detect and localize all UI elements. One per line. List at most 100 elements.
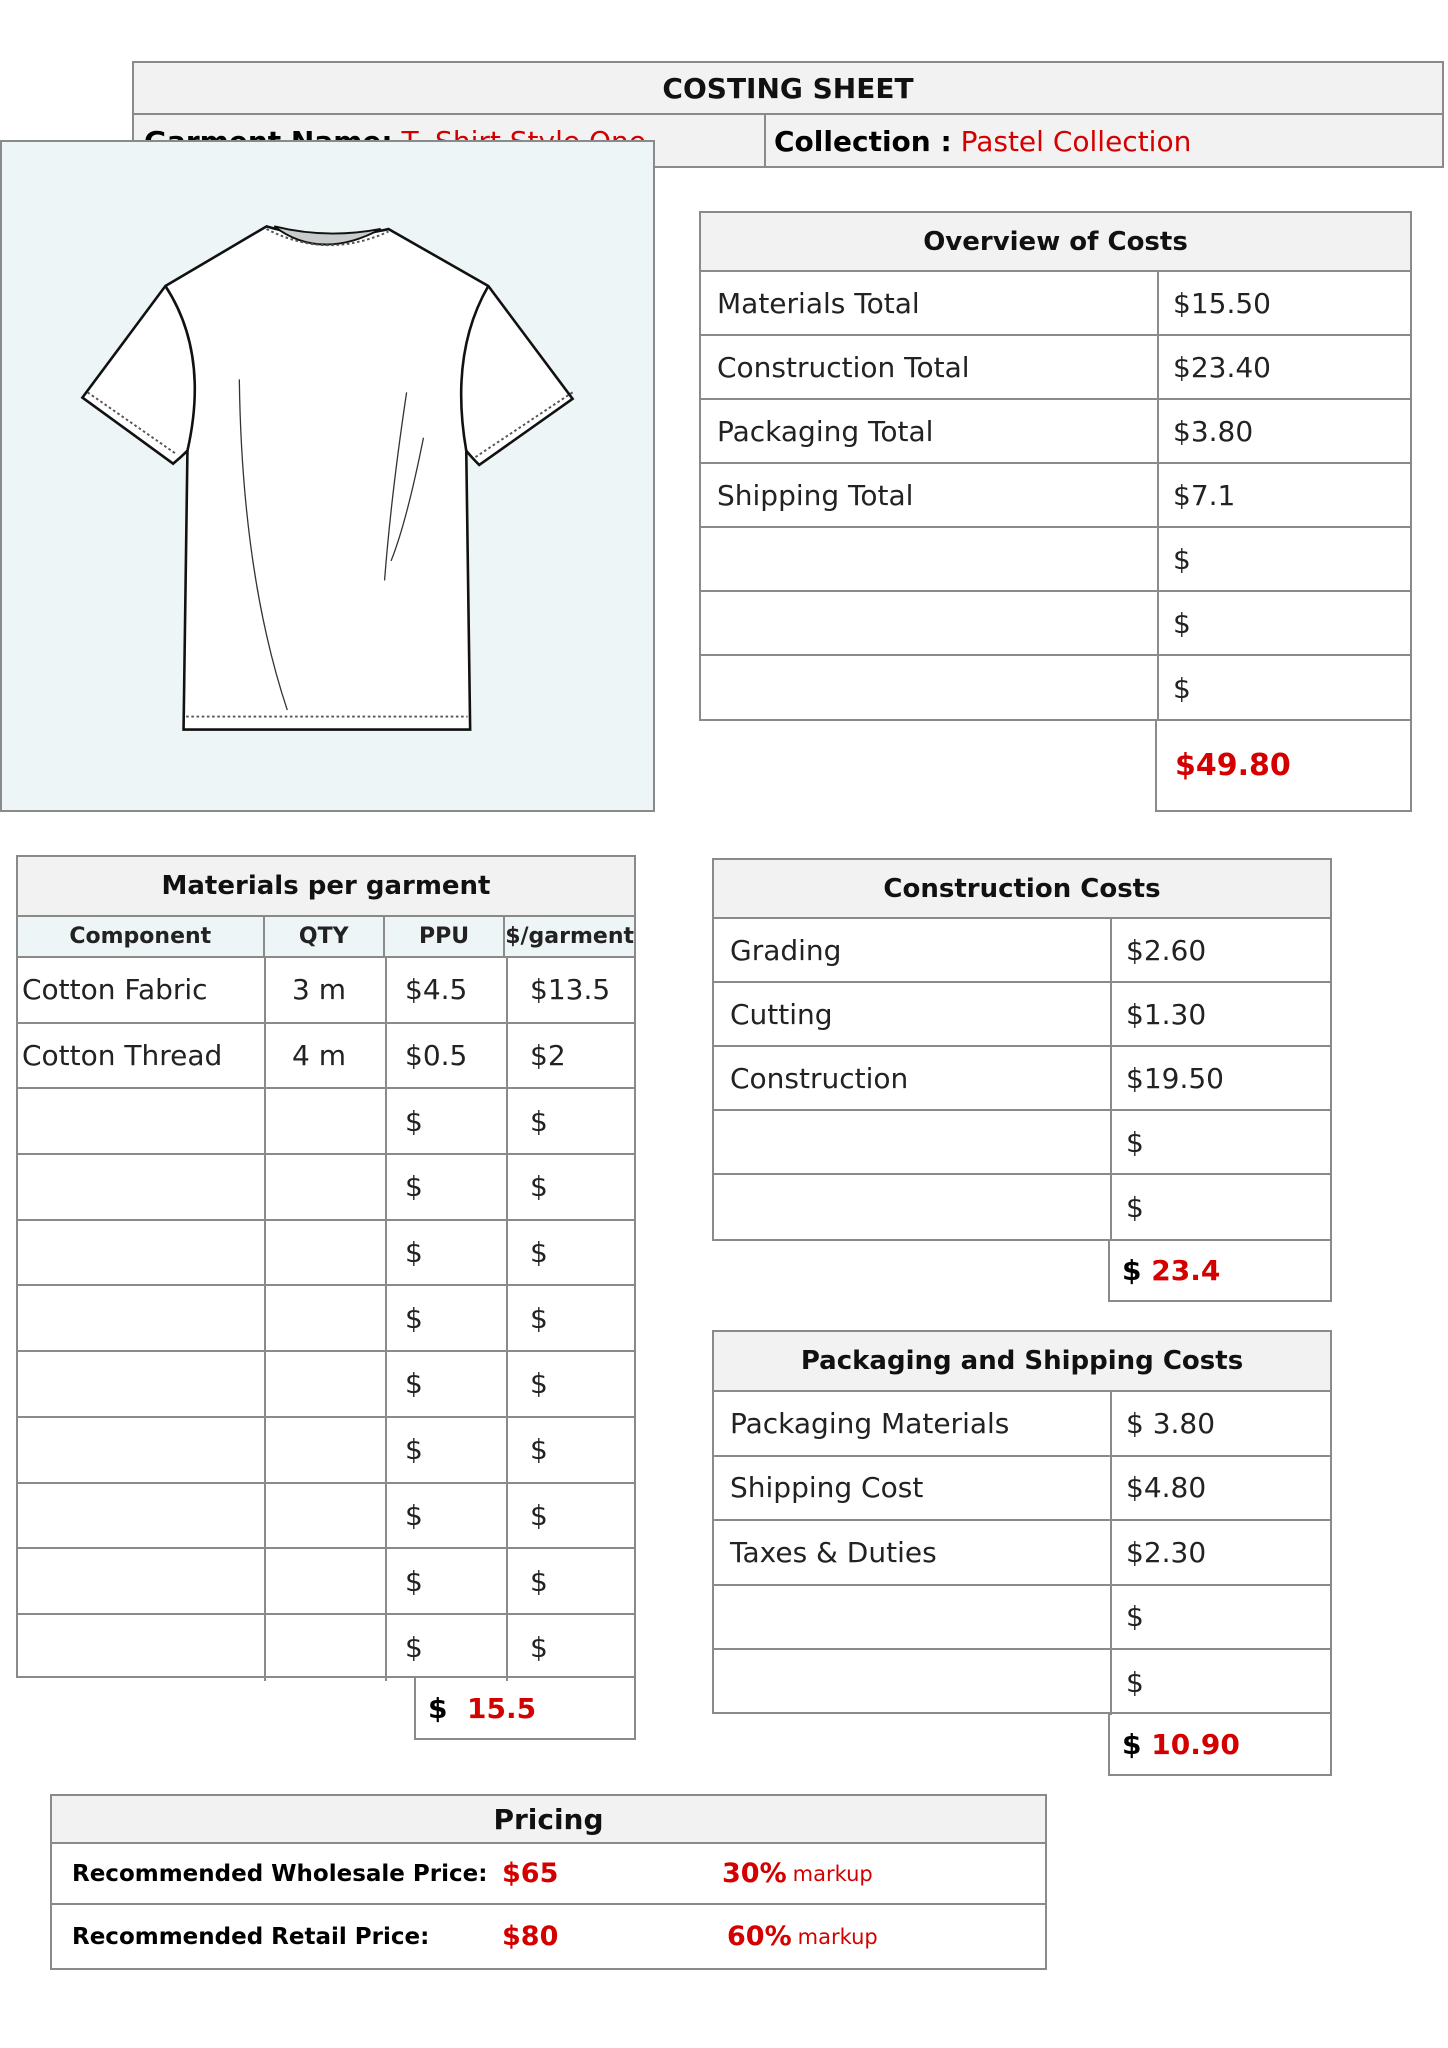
pricing-row-markup-label: markup (797, 1924, 878, 1949)
overview-row-label (701, 656, 1157, 720)
construction-total-symbol: $ (1122, 1254, 1142, 1287)
packaging-row: $ (714, 1650, 1330, 1715)
materials-cell: $ (506, 1286, 634, 1351)
materials-row: $ $ (18, 1220, 634, 1287)
overview-row-label: Shipping Total (717, 478, 914, 512)
collection-field: Collection : Pastel Collection (766, 115, 1191, 167)
materials-cell (18, 1352, 264, 1416)
construction-row-label: Construction (730, 1061, 909, 1095)
construction-row-value: $2.60 (1110, 919, 1330, 981)
pricing-row-label: Recommended Wholesale Price: (72, 1860, 488, 1887)
materials-cell: $ (385, 1549, 506, 1613)
materials-cell: $ (506, 1549, 634, 1613)
overview-row-value: $ (1157, 656, 1410, 720)
materials-cell: $2 (506, 1023, 634, 1088)
construction-total-value: 23.4 (1151, 1254, 1221, 1287)
materials-cell (264, 1417, 385, 1482)
packaging-total-value: 10.90 (1151, 1727, 1240, 1761)
construction-row: Construction $19.50 (714, 1047, 1330, 1111)
overview-title: Overview of Costs (701, 213, 1410, 272)
materials-cell: $ (506, 1220, 634, 1285)
tshirt-sketch-icon (80, 224, 575, 731)
materials-cell (18, 1549, 264, 1613)
materials-cell: $4.5 (385, 958, 506, 1022)
materials-cell: $13.5 (506, 958, 634, 1022)
packaging-row: Taxes & Duties $2.30 (714, 1521, 1330, 1586)
materials-total-symbol: $ (428, 1691, 448, 1725)
construction-row-label: Grading (730, 933, 842, 967)
construction-row: Grading $2.60 (714, 919, 1330, 983)
materials-cell: $ (385, 1352, 506, 1416)
materials-row: $ $ (18, 1483, 634, 1550)
pricing-row-markup-label: markup (792, 1861, 873, 1886)
overview-row-value: $7.1 (1157, 464, 1410, 526)
construction-row-label (714, 1175, 1110, 1239)
overview-row-label (701, 528, 1157, 590)
overview-row-label (701, 592, 1157, 654)
construction-row-label: Cutting (730, 997, 833, 1031)
materials-row: $ $ (18, 1155, 634, 1221)
construction-total: $ 23.4 (1108, 1239, 1332, 1302)
garment-sketch-panel (0, 140, 655, 812)
materials-table: Materials per garment Component QTY PPU $/g… (16, 855, 636, 1681)
overview-row: $ (701, 592, 1410, 656)
materials-cell: $ (385, 1614, 506, 1681)
materials-cell (264, 1220, 385, 1285)
overview-of-costs-table: Overview of Costs Materials Total $15.50 C… (699, 211, 1412, 721)
packaging-row-value: $ (1110, 1585, 1330, 1648)
pricing-row-price: $65 (502, 1858, 559, 1889)
materials-cell: $ (506, 1417, 634, 1482)
materials-cell: $ (385, 1089, 506, 1154)
packaging-row-label: Packaging Materials (730, 1406, 1010, 1440)
overview-row-value: $ (1157, 592, 1410, 654)
materials-cell: $ (506, 1352, 634, 1416)
materials-cell: $ (506, 1483, 634, 1548)
pricing-table: Pricing Recommended Wholesale Price: $65 3… (50, 1794, 1047, 1970)
materials-cell: $ (385, 1483, 506, 1548)
materials-cell: 3 m (264, 958, 385, 1022)
overview-row-label: Materials Total (717, 286, 920, 320)
collection-value: Pastel Collection (960, 124, 1192, 158)
materials-row: $ $ (18, 1614, 634, 1681)
packaging-row-value: $ (1110, 1650, 1330, 1715)
materials-cell (264, 1549, 385, 1613)
materials-cell: $ (385, 1220, 506, 1285)
packaging-shipping-table: Packaging and Shipping Costs Packaging M… (712, 1330, 1332, 1715)
materials-cell (264, 1155, 385, 1219)
materials-cell (18, 1221, 264, 1285)
packaging-row-value: $ 3.80 (1110, 1392, 1330, 1455)
materials-cell: Cotton Thread (22, 1039, 223, 1073)
pricing-title: Pricing (52, 1796, 1045, 1844)
materials-cell (264, 1286, 385, 1351)
construction-row: Cutting $1.30 (714, 983, 1330, 1047)
packaging-row-label: Taxes & Duties (730, 1535, 937, 1569)
materials-row: $ $ (18, 1089, 634, 1156)
materials-cell (18, 1615, 264, 1681)
construction-row-value: $1.30 (1110, 983, 1330, 1045)
materials-cell (18, 1484, 264, 1548)
construction-row: $ (714, 1175, 1330, 1239)
materials-cell (264, 1483, 385, 1548)
materials-column-2: PPU (382, 917, 503, 956)
materials-cell (264, 1614, 385, 1681)
overview-row-label: Construction Total (717, 350, 970, 384)
packaging-row-label (714, 1586, 1110, 1649)
overview-row: Construction Total $23.40 (701, 336, 1410, 400)
overview-row-label: Packaging Total (717, 414, 934, 448)
materials-row: $ $ (18, 1352, 634, 1418)
construction-row-value: $ (1110, 1175, 1330, 1239)
materials-row: Cotton Fabric 3 m $4.5 $13.5 (18, 958, 634, 1024)
construction-row: $ (714, 1111, 1330, 1175)
sheet-title: COSTING SHEET (134, 63, 1442, 115)
overview-row-value: $23.40 (1157, 336, 1410, 398)
construction-costs-table: Construction Costs Grading $2.60 Cutting $1… (712, 858, 1332, 1241)
packaging-row: Packaging Materials $ 3.80 (714, 1392, 1330, 1457)
construction-row-value: $19.50 (1110, 1047, 1330, 1109)
materials-row: $ $ (18, 1286, 634, 1353)
overview-row-value: $3.80 (1157, 400, 1410, 462)
pricing-row-label: Recommended Retail Price: (72, 1923, 430, 1950)
collection-label: Collection : (774, 124, 952, 158)
materials-cell: $ (506, 1155, 634, 1219)
pricing-row-price: $80 (502, 1921, 559, 1952)
